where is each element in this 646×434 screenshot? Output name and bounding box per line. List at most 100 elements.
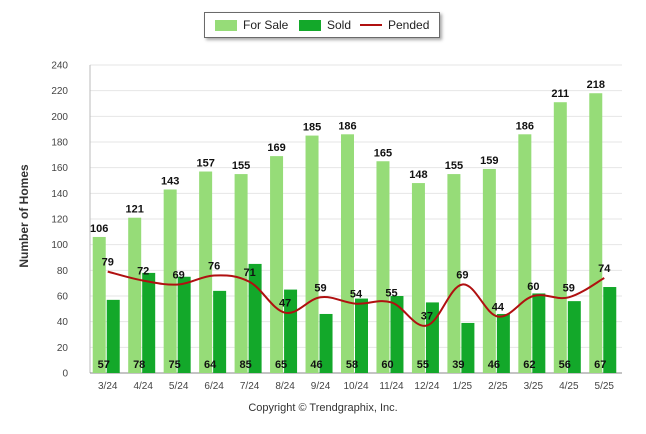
bar-for-sale [163,189,177,373]
bar-for-sale [341,134,354,373]
bar-for-sale [128,217,142,373]
x-tick-label: 11/24 [379,381,404,392]
y-tick-label: 0 [62,369,68,380]
y-tick-label: 240 [51,61,68,72]
bar-sold [390,296,404,373]
legend-swatch-sold [299,19,321,31]
data-label-for-sale: 169 [267,142,285,154]
bar-sold [248,263,262,373]
bar-sold [355,298,368,373]
bar-for-sale [234,174,248,373]
bar-sold [461,322,475,373]
bar-for-sale [482,168,496,373]
data-label-for-sale: 121 [126,204,144,216]
legend-swatch-for-sale [215,19,237,31]
data-label-pended: 79 [102,257,114,269]
x-tick-label: 9/24 [311,381,331,392]
bar-sold [567,301,581,373]
x-tick-label: 6/24 [204,381,224,392]
data-label-for-sale: 106 [90,223,108,235]
data-label-for-sale: 185 [303,122,321,134]
data-label-pended: 69 [456,269,468,281]
legend-item-for-sale[interactable]: For Sale [215,13,288,37]
y-tick-label: 140 [51,189,68,200]
legend-label-for-sale: For Sale [243,18,289,32]
bar-sold [177,276,191,373]
bar-for-sale [447,174,461,373]
data-label-for-sale: 143 [161,175,179,187]
data-label-sold: 46 [310,359,322,371]
y-tick-label: 160 [51,163,68,174]
data-label-for-sale: 159 [480,155,498,167]
y-tick-label: 120 [51,215,68,226]
data-label-pended: 72 [137,266,149,278]
bar-for-sale [518,134,532,373]
bar-sold [142,272,156,373]
y-tick-label: 40 [57,317,69,328]
data-label-sold: 57 [98,359,110,371]
legend-item-pended[interactable]: Pended [360,13,429,37]
data-label-for-sale: 155 [445,160,463,172]
legend-item-sold[interactable]: Sold [299,13,351,37]
x-tick-label: 3/25 [524,381,544,392]
y-tick-label: 20 [57,343,69,354]
bar-for-sale [270,156,284,373]
data-label-pended: 47 [279,298,291,310]
data-label-sold: 75 [169,359,181,371]
data-label-sold: 65 [275,359,287,371]
data-label-pended: 54 [350,289,363,301]
bar-for-sale [376,161,390,373]
y-tick-label: 220 [51,86,68,97]
data-label-sold: 58 [346,359,358,371]
legend-swatch-pended [360,24,382,26]
bar-for-sale [589,93,603,373]
y-tick-label: 60 [57,292,69,303]
bar-sold [284,289,298,373]
bar-for-sale [199,171,213,373]
legend-label-sold: Sold [327,18,352,32]
data-label-pended: 37 [421,311,433,323]
data-label-sold: 64 [204,359,217,371]
x-tick-label: 4/25 [559,381,579,392]
data-label-pended: 55 [385,287,397,299]
data-label-for-sale: 211 [551,88,569,100]
bar-for-sale [411,183,425,373]
data-label-pended: 60 [527,281,539,293]
x-tick-label: 8/24 [275,381,295,392]
data-label-for-sale: 157 [196,158,214,170]
data-label-sold: 78 [133,359,145,371]
data-label-sold: 67 [594,359,606,371]
data-label-pended: 59 [563,282,575,294]
bar-for-sale [553,102,567,373]
x-tick-label: 2/25 [488,381,508,392]
bar-for-sale [305,135,319,373]
pended-line [107,270,605,327]
y-tick-label: 100 [51,240,68,251]
bar-for-sale [92,236,106,373]
copyright-text: Copyright © Trendgraphix, Inc. [248,402,398,414]
x-tick-label: 12/24 [414,381,439,392]
legend-label-pended: Pended [388,18,430,32]
data-label-for-sale: 218 [587,79,605,91]
bar-sold [496,313,510,373]
bar-sold [603,287,617,373]
bar-sold [532,293,546,373]
data-label-sold: 62 [523,359,535,371]
data-label-sold: 60 [381,359,393,371]
data-label-for-sale: 148 [409,169,427,181]
bar-sold [213,290,227,373]
x-tick-label: 1/25 [453,381,473,392]
data-label-for-sale: 165 [374,147,392,159]
bar-sold [319,313,333,373]
data-label-pended: 74 [598,263,611,275]
x-tick-label: 5/25 [595,381,615,392]
data-label-pended: 59 [314,282,326,294]
x-tick-label: 3/24 [98,381,118,392]
data-label-sold: 55 [417,359,429,371]
data-label-for-sale: 186 [338,120,356,132]
data-label-for-sale: 155 [232,160,250,172]
y-tick-label: 180 [51,138,68,149]
data-label-pended: 44 [492,302,505,314]
